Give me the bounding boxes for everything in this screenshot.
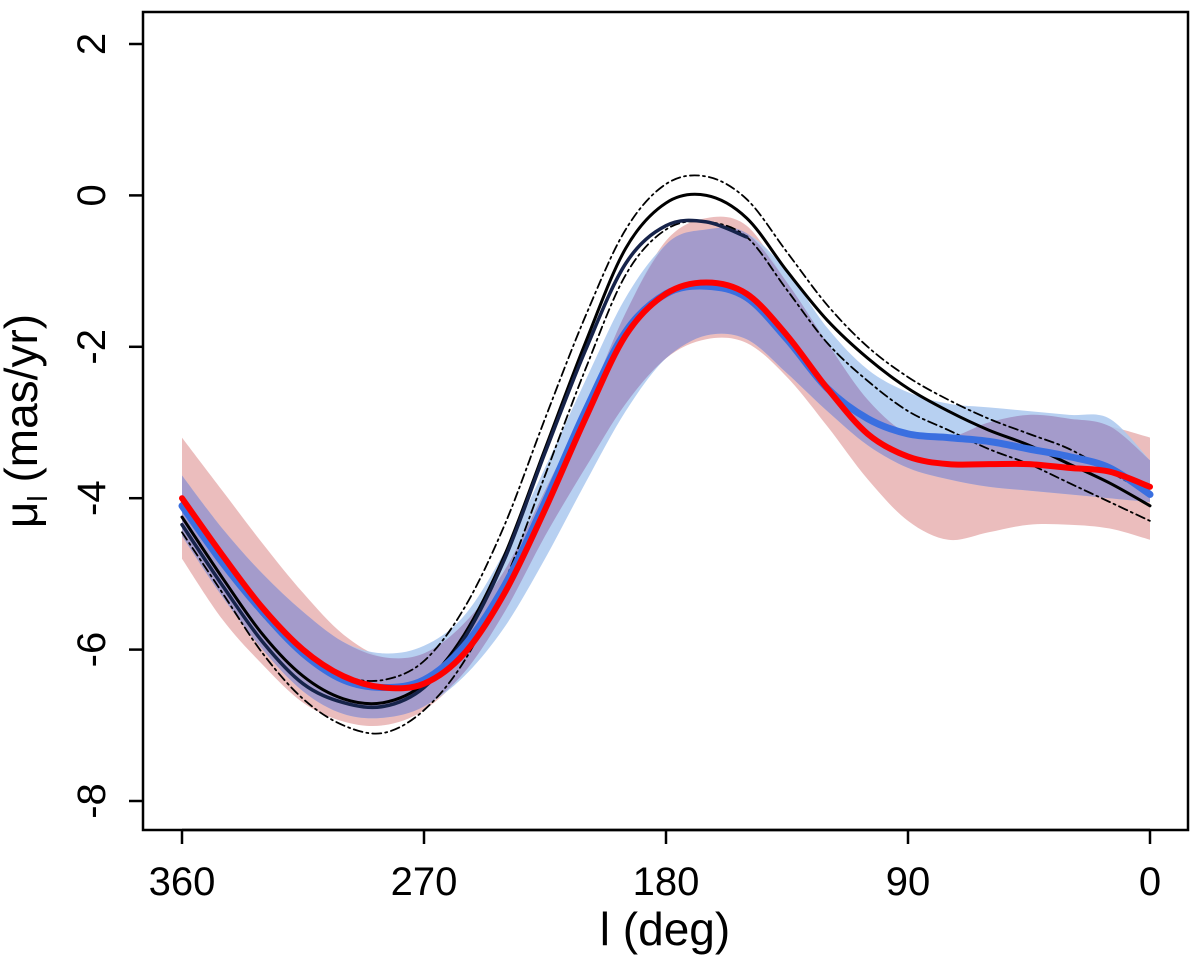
y-tick-label: -2: [70, 329, 114, 365]
y-axis-title: μl (mas/yr): [0, 314, 53, 528]
navy-line: [180, 218, 749, 710]
x-tick-label: 180: [633, 860, 700, 904]
y-axis-title-units: (mas/yr): [0, 314, 47, 495]
y-tick-label: 2: [70, 33, 114, 55]
x-tick-label: 0: [1139, 860, 1161, 904]
red-line: [179, 279, 1153, 692]
lines-layer: [178, 174, 1154, 735]
y-tick-label: 0: [70, 184, 114, 206]
axes-layer: 360 270 180 90 0 2 0 -2 -4 -6 -8: [70, 33, 1161, 904]
y-tick-label: -4: [70, 480, 114, 516]
x-tick-label: 90: [886, 860, 931, 904]
overlap-band: [182, 227, 1150, 719]
x-tick-label: 360: [149, 860, 216, 904]
x-tick-label: 270: [391, 860, 458, 904]
x-axis-title: l (deg): [600, 903, 730, 955]
y-tick-label: -6: [70, 632, 114, 668]
y-axis-title-subscript: l: [22, 495, 53, 501]
bands-layer: [182, 216, 1150, 727]
y-tick-label: -8: [70, 783, 114, 819]
y-axis-title-main: μ: [0, 502, 47, 529]
black-solid: [180, 192, 1152, 706]
black-dashdot-lower: [181, 220, 1151, 735]
